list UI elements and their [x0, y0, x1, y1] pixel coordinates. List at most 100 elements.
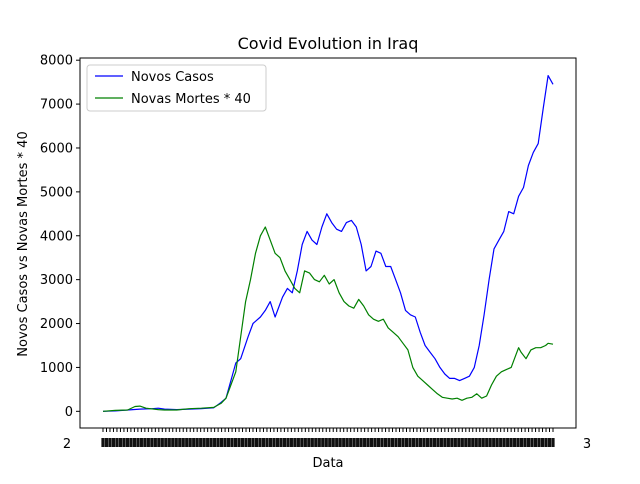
y-tick-label: 1000 — [40, 361, 73, 376]
x-tick-label — [223, 438, 227, 447]
legend-label-novas-mortes: Novas Mortes * 40 — [131, 92, 251, 107]
x-tick-label — [544, 438, 548, 447]
x-tick-label — [237, 438, 241, 447]
x-tick-label — [111, 438, 116, 447]
x-tick-label — [314, 438, 318, 447]
x-tick-label — [157, 438, 161, 447]
x-tick-label — [530, 438, 534, 447]
x-tick-label — [457, 438, 461, 447]
x-tick-label — [136, 438, 140, 447]
x-tick-label — [373, 438, 377, 447]
y-tick-label: 2000 — [40, 317, 73, 332]
x-tick-label — [209, 438, 213, 447]
x-tick-label — [366, 438, 370, 447]
legend: Novos Casos Novas Mortes * 40 — [86, 64, 267, 112]
x-tick-label — [338, 438, 342, 447]
x-tick-label — [150, 438, 154, 447]
x-tick-label — [254, 438, 259, 447]
x-tick-label — [289, 438, 293, 447]
x-tick-label — [251, 438, 255, 447]
x-tick-label — [376, 438, 381, 447]
y-axis-label: Novos Casos vs Novas Mortes * 40 — [16, 131, 31, 356]
x-tick-label — [443, 438, 447, 447]
x-tick-label — [258, 438, 262, 447]
x-tick-label — [422, 438, 426, 447]
x-tick-label — [146, 438, 150, 447]
x-tick-label — [296, 438, 300, 447]
x-tick-label — [275, 438, 280, 447]
x-tick-label — [356, 438, 360, 447]
x-tick-label — [188, 438, 192, 447]
x-tick-label — [335, 438, 339, 447]
x-tick-label — [226, 438, 231, 447]
x-tick-label — [160, 438, 164, 447]
y-axis-ticks: 0 1000 2000 3000 4000 5000 6000 7000 8000 — [40, 54, 80, 420]
x-tick-label — [286, 438, 290, 447]
series-line-novos-casos — [102, 75, 554, 412]
x-tick-label — [115, 438, 119, 447]
x-tick-label — [272, 438, 276, 447]
x-tick-label — [199, 438, 203, 447]
x-tick-label — [293, 438, 297, 447]
x-tick-label-first: 2 — [63, 437, 71, 452]
x-tick-label — [471, 438, 475, 447]
y-tick-label: 7000 — [40, 98, 73, 113]
series-lines — [102, 75, 554, 412]
x-tick-label — [101, 438, 105, 447]
x-tick-label — [164, 438, 168, 447]
y-tick-label: 5000 — [40, 185, 73, 200]
x-tick-label — [520, 438, 524, 447]
x-tick-label — [540, 438, 545, 447]
x-tick-label — [216, 438, 220, 447]
x-tick-label — [321, 438, 325, 447]
x-tick-label — [464, 438, 468, 447]
x-tick-label — [513, 438, 517, 447]
x-tick-label — [202, 438, 206, 447]
x-tick-label — [411, 438, 416, 447]
x-tick-label — [174, 438, 178, 447]
x-tick-label — [394, 438, 398, 447]
x-tick-label — [485, 438, 489, 447]
y-tick-label: 8000 — [40, 54, 73, 69]
x-tick-label — [324, 438, 328, 447]
x-tick-label — [303, 438, 307, 447]
x-tick-label — [181, 438, 185, 447]
x-tick-label — [233, 438, 238, 447]
x-tick-label — [439, 438, 443, 447]
x-tick-label — [282, 438, 286, 447]
x-tick-label — [230, 438, 234, 447]
x-tick-label — [533, 438, 538, 447]
y-tick-label: 4000 — [40, 229, 73, 244]
x-tick-label — [185, 438, 189, 447]
x-tick-label — [300, 438, 304, 447]
x-tick-label — [171, 438, 175, 447]
x-tick-label — [108, 438, 112, 447]
x-tick-label — [551, 438, 555, 447]
x-tick-label — [122, 438, 126, 447]
x-tick-label — [195, 438, 199, 447]
x-tick-label — [408, 438, 412, 447]
x-tick-label — [370, 438, 374, 447]
x-tick-label — [125, 438, 130, 447]
x-tick-label — [192, 438, 196, 447]
x-tick-label — [506, 438, 510, 447]
x-tick-label — [244, 438, 248, 447]
x-tick-label — [265, 438, 269, 447]
x-tick-label — [261, 438, 266, 447]
x-tick-label — [415, 438, 419, 447]
x-tick-label — [352, 438, 356, 447]
x-tick-label — [499, 438, 503, 447]
y-tick-label: 3000 — [40, 273, 73, 288]
x-tick-label — [331, 438, 335, 447]
x-tick-label — [509, 438, 513, 447]
x-tick-label — [516, 438, 520, 447]
x-tick-label — [279, 438, 283, 447]
x-tick-label — [342, 438, 346, 447]
legend-box — [86, 64, 267, 112]
x-tick-label — [460, 438, 464, 447]
x-tick-label — [467, 438, 471, 447]
x-tick-label — [450, 438, 454, 447]
y-tick-label: 0 — [65, 405, 73, 420]
